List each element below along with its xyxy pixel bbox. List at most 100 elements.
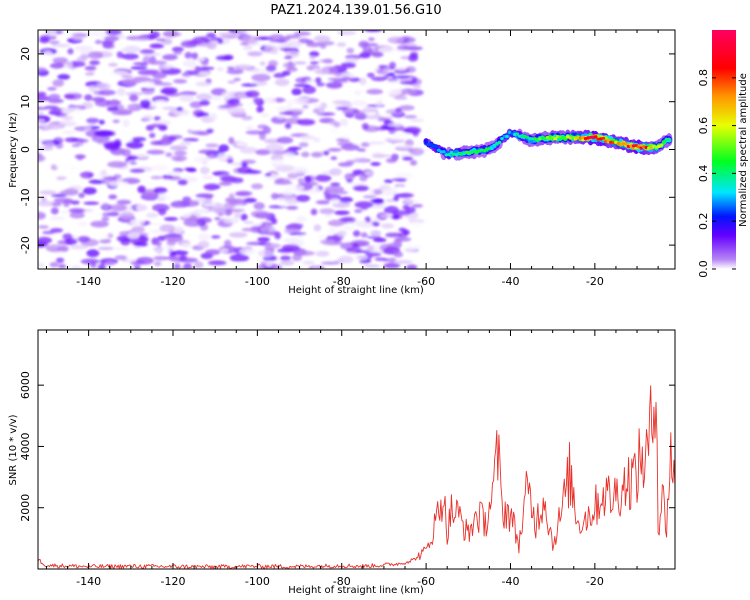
spectrogram-y-tick-label: 10 xyxy=(19,95,32,109)
heatmap-noise-blob xyxy=(227,98,240,105)
heatmap-noise-blob xyxy=(202,202,216,207)
heatmap-noise-blob xyxy=(360,205,369,211)
heatmap-noise-blob xyxy=(222,217,240,224)
heatmap-noise-blob xyxy=(197,240,210,249)
heatmap-noise-blob xyxy=(194,261,204,269)
heatmap-noise-blob xyxy=(327,148,342,152)
snr-x-tick-label: -140 xyxy=(76,575,101,588)
heatmap-noise-blob xyxy=(393,132,402,139)
heatmap-noise-blob xyxy=(179,91,198,96)
heatmap-noise-blob xyxy=(200,166,210,175)
heatmap-noise-blob xyxy=(291,113,299,118)
heatmap-noise-blob xyxy=(189,126,203,132)
heatmap-noise-blob xyxy=(186,168,197,173)
heatmap-noise-blob xyxy=(352,109,359,114)
heatmap-noise-blob xyxy=(224,208,233,216)
heatmap-noise-blob xyxy=(358,77,367,86)
heatmap-noise-blob xyxy=(150,175,163,180)
heatmap-noise-blob xyxy=(354,255,369,261)
heatmap-noise-blob xyxy=(234,210,242,219)
heatmap-noise-blob xyxy=(367,141,386,145)
heatmap-noise-blob xyxy=(396,45,411,51)
heatmap-noise-blob xyxy=(129,168,146,173)
heatmap-noise-blob xyxy=(230,177,244,184)
heatmap-noise-blob xyxy=(63,188,79,196)
heatmap-noise-blob xyxy=(275,106,293,112)
heatmap-noise-layer xyxy=(38,30,425,269)
heatmap-noise-blob xyxy=(384,87,402,96)
heatmap-noise-blob xyxy=(74,45,94,52)
heatmap-noise-blob xyxy=(173,225,184,234)
heatmap-noise-blob xyxy=(400,56,410,60)
heatmap-noise-blob xyxy=(112,119,120,124)
heatmap-noise-blob xyxy=(363,65,380,71)
heatmap-noise-blob xyxy=(371,76,388,82)
heatmap-noise-blob xyxy=(259,61,266,66)
heatmap-noise-blob xyxy=(360,232,368,238)
heatmap-noise-blob xyxy=(55,163,75,168)
colorbar-tick-label: 0.2 xyxy=(697,212,710,230)
heatmap-noise-blob xyxy=(69,211,85,219)
heatmap-noise-blob xyxy=(71,143,80,148)
heatmap-noise-blob xyxy=(309,56,316,60)
heatmap-noise-blob xyxy=(153,256,168,261)
heatmap-noise-blob xyxy=(229,253,250,262)
heatmap-noise-blob xyxy=(399,80,418,85)
heatmap-noise-blob xyxy=(386,199,395,203)
spectrogram-x-axis-label: Height of straight line (km) xyxy=(288,285,424,296)
heatmap-noise-blob xyxy=(84,65,97,71)
heatmap-noise-blob xyxy=(217,153,228,161)
heatmap-noise-blob xyxy=(338,217,354,222)
heatmap-signal-cell xyxy=(505,134,509,139)
heatmap-noise-blob xyxy=(133,241,148,247)
heatmap-noise-blob xyxy=(155,85,162,91)
heatmap-signal-cell xyxy=(447,153,451,157)
heatmap-noise-blob xyxy=(121,61,129,70)
heatmap-noise-blob xyxy=(393,251,404,258)
heatmap-noise-blob xyxy=(372,198,385,205)
heatmap-noise-blob xyxy=(331,100,351,104)
heatmap-noise-blob xyxy=(372,154,392,158)
heatmap-signal-cell xyxy=(515,132,519,136)
snr-y-tick-label: 6000 xyxy=(19,371,32,399)
heatmap-signal-cell xyxy=(492,143,497,147)
heatmap-noise-blob xyxy=(312,266,321,269)
heatmap-noise-blob xyxy=(320,163,331,167)
heatmap-noise-blob xyxy=(171,46,184,53)
spectrogram-x-tick-label: -40 xyxy=(501,275,519,288)
heatmap-noise-blob xyxy=(61,178,78,186)
heatmap-noise-blob xyxy=(354,250,372,253)
heatmap-noise-blob xyxy=(396,144,415,149)
heatmap-noise-blob xyxy=(173,51,183,55)
colorbar-tick-label: 0.0 xyxy=(697,260,710,278)
colorbar-label: Normalized spectral amplitude xyxy=(738,73,749,227)
heatmap-noise-blob xyxy=(288,223,304,229)
heatmap-noise-blob xyxy=(344,173,355,181)
heatmap-noise-blob xyxy=(108,70,129,76)
heatmap-noise-blob xyxy=(214,190,224,199)
heatmap-noise-blob xyxy=(162,174,174,180)
spectrogram-x-ticks: -140 -120 -100 -80 -60 -40 -20 xyxy=(45,30,659,288)
heatmap-noise-blob xyxy=(101,202,110,210)
heatmap-noise-blob xyxy=(84,94,93,101)
heatmap-noise-blob xyxy=(49,62,65,69)
heatmap-noise-blob xyxy=(239,248,256,255)
heatmap-noise-blob xyxy=(394,260,413,264)
colorbar: 0.0 0.2 0.4 0.6 0.8 Normalized spectral ampl… xyxy=(697,30,749,278)
heatmap-noise-blob xyxy=(121,148,131,157)
heatmap-noise-blob xyxy=(393,240,402,248)
heatmap-noise-blob xyxy=(38,200,56,207)
heatmap-noise-blob xyxy=(237,64,253,69)
heatmap-noise-blob xyxy=(91,134,110,143)
heatmap-noise-blob xyxy=(179,114,196,119)
heatmap-noise-blob xyxy=(323,150,330,156)
spectrogram-x-tick-label: -120 xyxy=(161,275,186,288)
heatmap-noise-blob xyxy=(106,106,119,112)
heatmap-noise-blob xyxy=(245,130,263,135)
heatmap-noise-blob xyxy=(313,137,321,143)
heatmap-noise-blob xyxy=(182,138,199,142)
heatmap-noise-blob xyxy=(399,105,415,111)
heatmap-noise-blob xyxy=(82,187,97,195)
heatmap-noise-blob xyxy=(313,107,325,115)
